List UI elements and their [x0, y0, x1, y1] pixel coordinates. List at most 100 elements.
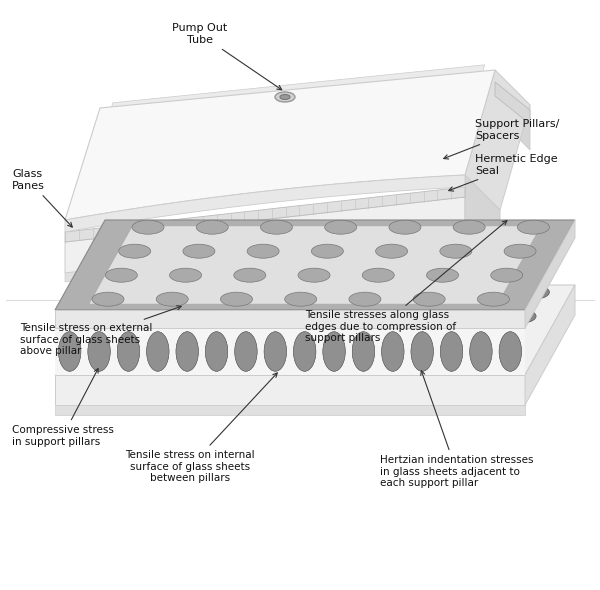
- Ellipse shape: [470, 332, 492, 371]
- Ellipse shape: [347, 173, 375, 186]
- Ellipse shape: [280, 94, 290, 100]
- Ellipse shape: [389, 285, 421, 299]
- Ellipse shape: [491, 333, 523, 347]
- Ellipse shape: [382, 158, 410, 170]
- Ellipse shape: [326, 141, 354, 153]
- Ellipse shape: [264, 332, 286, 371]
- Ellipse shape: [271, 124, 299, 136]
- Ellipse shape: [234, 268, 266, 282]
- Ellipse shape: [440, 332, 463, 371]
- Polygon shape: [91, 291, 539, 369]
- Polygon shape: [81, 65, 485, 224]
- Text: Glass
Panes: Glass Panes: [12, 169, 72, 227]
- Polygon shape: [525, 285, 575, 405]
- Ellipse shape: [264, 148, 292, 160]
- Polygon shape: [70, 72, 490, 220]
- Ellipse shape: [325, 220, 357, 234]
- Ellipse shape: [234, 333, 266, 347]
- Text: Tensile stress on external
surface of glass sheets
above pillar: Tensile stress on external surface of gl…: [20, 306, 181, 356]
- Ellipse shape: [349, 357, 381, 371]
- Ellipse shape: [311, 309, 343, 323]
- Ellipse shape: [106, 268, 137, 282]
- Ellipse shape: [453, 220, 485, 234]
- Ellipse shape: [376, 244, 407, 258]
- Ellipse shape: [117, 332, 140, 371]
- Ellipse shape: [352, 332, 374, 371]
- Ellipse shape: [59, 332, 81, 371]
- Ellipse shape: [247, 309, 279, 323]
- Polygon shape: [55, 285, 575, 375]
- Ellipse shape: [92, 292, 124, 306]
- Ellipse shape: [376, 309, 407, 323]
- Ellipse shape: [88, 332, 110, 371]
- Ellipse shape: [411, 332, 433, 371]
- Ellipse shape: [208, 131, 236, 143]
- Ellipse shape: [264, 332, 286, 371]
- Ellipse shape: [222, 188, 250, 200]
- Ellipse shape: [257, 172, 285, 184]
- Ellipse shape: [427, 268, 458, 282]
- Polygon shape: [55, 220, 575, 310]
- Ellipse shape: [132, 220, 164, 234]
- Ellipse shape: [440, 244, 472, 258]
- Ellipse shape: [440, 309, 472, 323]
- Ellipse shape: [427, 333, 458, 347]
- Ellipse shape: [382, 332, 404, 371]
- Ellipse shape: [220, 357, 253, 371]
- Ellipse shape: [196, 285, 228, 299]
- Polygon shape: [495, 82, 530, 124]
- Ellipse shape: [298, 333, 330, 347]
- Ellipse shape: [156, 357, 188, 371]
- Ellipse shape: [183, 309, 215, 323]
- Polygon shape: [465, 70, 530, 210]
- Ellipse shape: [220, 292, 253, 306]
- Ellipse shape: [153, 114, 181, 126]
- Polygon shape: [65, 197, 465, 273]
- Ellipse shape: [215, 107, 244, 119]
- Ellipse shape: [440, 332, 463, 371]
- Ellipse shape: [478, 357, 509, 371]
- Polygon shape: [65, 70, 495, 220]
- Ellipse shape: [517, 220, 550, 234]
- Ellipse shape: [293, 332, 316, 371]
- Ellipse shape: [176, 332, 199, 371]
- Ellipse shape: [119, 309, 151, 323]
- Ellipse shape: [235, 332, 257, 371]
- Text: Tensile stresses along glass
edges due to compression of
support pillars: Tensile stresses along glass edges due t…: [305, 221, 507, 343]
- Ellipse shape: [146, 332, 169, 371]
- Ellipse shape: [117, 332, 140, 371]
- Ellipse shape: [478, 292, 509, 306]
- Ellipse shape: [88, 332, 110, 371]
- Ellipse shape: [285, 292, 317, 306]
- Ellipse shape: [176, 332, 199, 371]
- Ellipse shape: [284, 181, 313, 193]
- Ellipse shape: [298, 268, 330, 282]
- Polygon shape: [495, 70, 530, 150]
- Ellipse shape: [325, 285, 357, 299]
- Ellipse shape: [293, 332, 316, 371]
- Polygon shape: [65, 175, 465, 232]
- Ellipse shape: [247, 244, 279, 258]
- Ellipse shape: [132, 186, 160, 198]
- Ellipse shape: [139, 162, 167, 174]
- Polygon shape: [65, 228, 465, 282]
- Ellipse shape: [470, 332, 492, 371]
- Ellipse shape: [349, 292, 381, 306]
- Ellipse shape: [260, 220, 292, 234]
- Ellipse shape: [319, 165, 347, 177]
- Ellipse shape: [205, 332, 228, 371]
- Ellipse shape: [285, 357, 317, 371]
- Ellipse shape: [132, 285, 164, 299]
- Polygon shape: [89, 226, 541, 304]
- Ellipse shape: [382, 332, 404, 371]
- Ellipse shape: [205, 332, 228, 371]
- Ellipse shape: [352, 332, 374, 371]
- Ellipse shape: [119, 244, 151, 258]
- Ellipse shape: [146, 138, 174, 150]
- Ellipse shape: [156, 292, 188, 306]
- Ellipse shape: [183, 244, 215, 258]
- Ellipse shape: [389, 220, 421, 234]
- Ellipse shape: [499, 332, 521, 371]
- Ellipse shape: [235, 332, 257, 371]
- Ellipse shape: [194, 179, 223, 191]
